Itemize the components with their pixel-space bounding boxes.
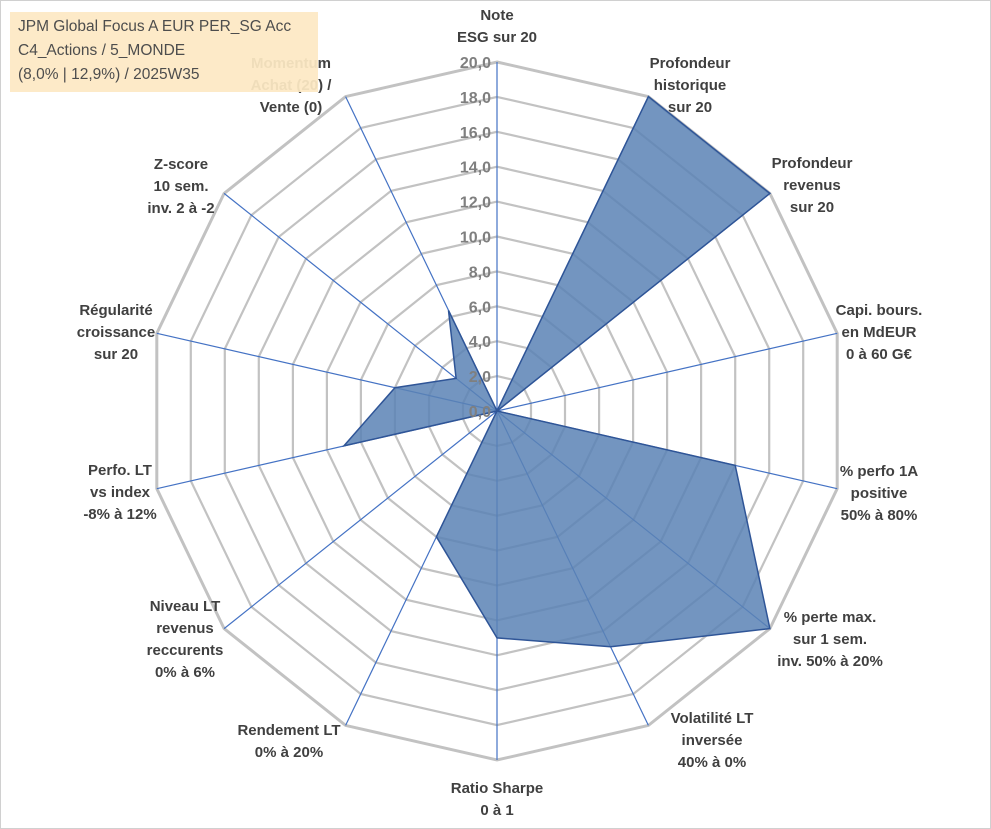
- fund-performance-week: (8,0% | 12,9%) / 2025W35: [18, 66, 200, 83]
- series-area: [341, 95, 772, 648]
- tick-label: 16,0: [460, 125, 491, 142]
- tick-label: 18,0: [460, 90, 491, 107]
- tick-label: 20,0: [460, 55, 491, 72]
- axis-label: Capi. bours. en MdEUR 0 à 60 G€: [836, 302, 923, 363]
- tick-label: 6,0: [469, 299, 491, 316]
- axis-label: Rendement LT 0% à 20%: [237, 722, 340, 761]
- series-layer: [341, 95, 772, 648]
- axis-label: Volatilité LT inversée 40% à 0%: [671, 710, 754, 771]
- axis-label: % perfo 1A positive 50% à 80%: [840, 463, 919, 524]
- axis-spoke: [496, 332, 838, 412]
- axis-label: Note ESG sur 20: [457, 7, 537, 46]
- axis-label: Z-score 10 sem. inv. 2 à -2: [147, 156, 214, 217]
- axis-label: Profondeur historique sur 20: [650, 55, 731, 116]
- axis-label: % perte max. sur 1 sem. inv. 50% à 20%: [777, 609, 883, 670]
- axis-labels: Note ESG sur 20 Profondeur historique sur 20…: [77, 7, 923, 819]
- tick-label: 4,0: [469, 334, 491, 351]
- fund-info-box: JPM Global Focus A EUR PER_SG Acc C4_Act…: [10, 12, 318, 92]
- tick-label: 2,0: [469, 369, 491, 386]
- fund-category: C4_Actions / 5_MONDE: [18, 42, 186, 59]
- tick-label: 14,0: [460, 160, 491, 177]
- tick-label: 12,0: [460, 195, 491, 212]
- axis-spoke: [223, 410, 498, 630]
- axis-label: Profondeur revenus sur 20: [772, 155, 853, 216]
- tick-labels: 0,0 2,0 4,0 6,0 8,0 10,0 12,0 14,0 16,0 18,0 20,0: [460, 55, 491, 421]
- tick-label: 0,0: [469, 404, 491, 421]
- axis-label: Niveau LT revenus reccurents 0% à 6%: [147, 598, 224, 681]
- tick-label: 8,0: [469, 264, 491, 281]
- axis-label: Régularité croissance sur 20: [77, 302, 155, 363]
- axis-label: Perfo. LT vs index -8% à 12%: [83, 462, 156, 523]
- axis-label: Ratio Sharpe 0 à 1: [451, 780, 544, 819]
- fund-name: JPM Global Focus A EUR PER_SG Acc: [18, 18, 292, 35]
- axis-spoke: [223, 192, 498, 412]
- tick-label: 10,0: [460, 230, 491, 247]
